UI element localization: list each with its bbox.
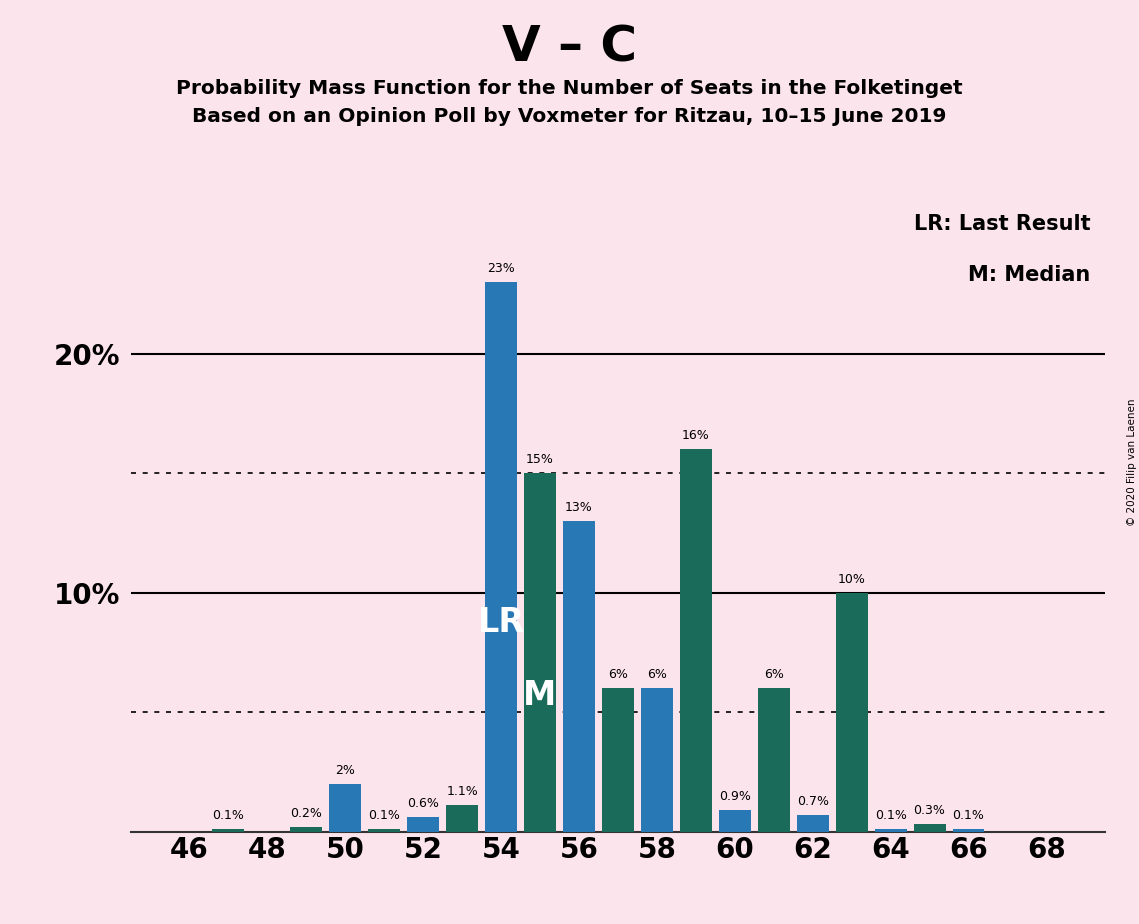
Text: 0.2%: 0.2% — [290, 807, 322, 820]
Bar — [913, 824, 945, 832]
Text: 0.1%: 0.1% — [952, 809, 984, 822]
Text: LR: Last Result: LR: Last Result — [913, 214, 1090, 235]
Text: 0.6%: 0.6% — [408, 797, 439, 810]
Text: LR: LR — [477, 606, 525, 639]
Bar — [875, 829, 907, 832]
Bar — [719, 810, 751, 832]
Bar — [836, 593, 868, 832]
Text: 16%: 16% — [682, 430, 710, 443]
Text: M: Median: M: Median — [968, 265, 1090, 286]
Text: 2%: 2% — [335, 763, 355, 777]
Bar — [485, 282, 517, 832]
Text: 0.1%: 0.1% — [213, 809, 244, 822]
Bar — [641, 688, 673, 832]
Text: 6%: 6% — [608, 668, 628, 681]
Bar — [796, 815, 829, 832]
Bar — [524, 473, 556, 832]
Text: 1.1%: 1.1% — [446, 785, 478, 798]
Bar — [290, 827, 322, 832]
Text: 23%: 23% — [487, 262, 515, 275]
Text: Based on an Opinion Poll by Voxmeter for Ritzau, 10–15 June 2019: Based on an Opinion Poll by Voxmeter for… — [192, 107, 947, 127]
Bar — [368, 829, 400, 832]
Text: 0.3%: 0.3% — [913, 804, 945, 817]
Bar — [329, 784, 361, 832]
Bar — [601, 688, 634, 832]
Text: 0.1%: 0.1% — [875, 809, 907, 822]
Text: M: M — [524, 679, 557, 712]
Text: © 2020 Filip van Laenen: © 2020 Filip van Laenen — [1126, 398, 1137, 526]
Text: 0.7%: 0.7% — [796, 795, 829, 808]
Text: Probability Mass Function for the Number of Seats in the Folketinget: Probability Mass Function for the Number… — [177, 79, 962, 98]
Bar — [952, 829, 984, 832]
Text: 0.9%: 0.9% — [719, 790, 751, 803]
Text: 13%: 13% — [565, 501, 592, 514]
Bar — [212, 829, 245, 832]
Text: V – C: V – C — [502, 23, 637, 71]
Text: 6%: 6% — [764, 668, 784, 681]
Bar — [680, 449, 712, 832]
Bar — [407, 817, 440, 832]
Bar — [563, 521, 595, 832]
Bar — [446, 806, 478, 832]
Text: 10%: 10% — [837, 573, 866, 586]
Text: 0.1%: 0.1% — [368, 809, 400, 822]
Text: 15%: 15% — [526, 453, 554, 467]
Bar — [757, 688, 789, 832]
Text: 6%: 6% — [647, 668, 666, 681]
